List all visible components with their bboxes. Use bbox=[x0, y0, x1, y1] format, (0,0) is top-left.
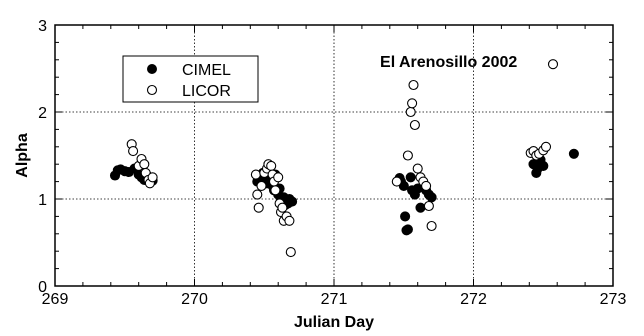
licor-data-point bbox=[540, 141, 552, 152]
licor-data-point bbox=[407, 98, 418, 109]
licor-data-point bbox=[139, 159, 150, 170]
tick-labels: 269 270 271 272 273 0 1 2 3 bbox=[38, 18, 626, 308]
legend: CIMEL LICOR bbox=[122, 55, 259, 103]
licor-data-point bbox=[547, 59, 559, 70]
y-axis-title: Alpha bbox=[14, 133, 31, 178]
licor-data-point bbox=[253, 202, 264, 213]
licor-data-point bbox=[128, 146, 139, 157]
cimel-data-point bbox=[402, 224, 413, 235]
licor-data-point bbox=[391, 176, 402, 187]
licor-data-point bbox=[270, 185, 281, 196]
licor-data-point bbox=[405, 106, 416, 118]
legend-label-licor: LICOR bbox=[182, 83, 231, 100]
y-tick-label: 2 bbox=[38, 105, 47, 122]
x-tick-label: 269 bbox=[42, 291, 69, 308]
licor-data-point bbox=[423, 200, 434, 212]
legend-label-cimel: CIMEL bbox=[182, 62, 231, 79]
y-tick-label: 0 bbox=[38, 279, 47, 296]
licor-data-point bbox=[277, 202, 288, 213]
chart-annotation: El Arenosillo 2002 bbox=[380, 54, 517, 71]
licor-data-point bbox=[284, 215, 295, 226]
licor-data-point bbox=[252, 189, 263, 200]
x-tick-label: 270 bbox=[181, 291, 208, 308]
licor-data-point bbox=[285, 247, 296, 258]
licor-data-point bbox=[402, 150, 413, 161]
cimel-data-point bbox=[400, 211, 411, 222]
data-points bbox=[109, 59, 579, 258]
cimel-data-point bbox=[538, 160, 549, 171]
licor-data-point bbox=[273, 172, 284, 183]
cimel-data-point bbox=[568, 148, 579, 159]
y-tick-label: 1 bbox=[38, 192, 47, 209]
licor-data-point bbox=[250, 169, 261, 180]
cimel-data-point bbox=[426, 192, 437, 203]
licor-data-point bbox=[426, 220, 437, 232]
cimel-data-point bbox=[405, 172, 416, 183]
licor-data-point bbox=[412, 163, 423, 174]
cimel-data-point bbox=[287, 196, 298, 207]
licor-data-point bbox=[409, 119, 420, 131]
licor-data-point bbox=[408, 79, 419, 91]
licor-data-point bbox=[256, 180, 267, 191]
axis-ticks bbox=[54, 24, 614, 287]
licor-data-point bbox=[266, 160, 277, 171]
y-tick-label: 3 bbox=[38, 18, 47, 35]
x-axis-title: Julian Day bbox=[294, 314, 374, 331]
x-tick-label: 271 bbox=[321, 291, 348, 308]
legend-marker-licor bbox=[146, 84, 158, 96]
cimel-data-point bbox=[415, 202, 426, 213]
x-tick-label: 272 bbox=[460, 291, 487, 308]
x-tick-label: 273 bbox=[600, 291, 627, 308]
licor-data-point bbox=[421, 180, 432, 191]
licor-data-point bbox=[147, 172, 158, 183]
legend-box bbox=[122, 55, 259, 103]
legend-marker-cimel bbox=[147, 64, 157, 74]
